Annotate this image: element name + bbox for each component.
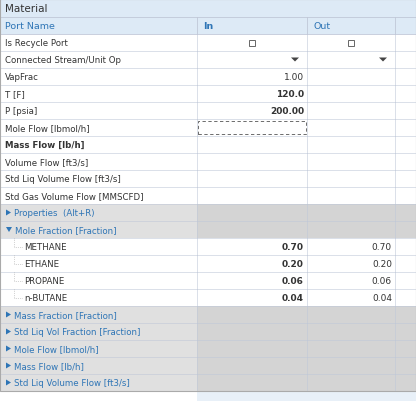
Bar — [197, 205, 416, 221]
Bar — [197, 272, 416, 289]
Bar — [197, 340, 416, 357]
Bar — [0, 239, 197, 255]
Text: 200.00: 200.00 — [270, 107, 304, 116]
Bar — [197, 154, 416, 170]
Polygon shape — [6, 329, 11, 335]
Text: Out: Out — [313, 22, 330, 31]
Text: In: In — [203, 22, 213, 31]
Polygon shape — [6, 312, 11, 318]
Polygon shape — [6, 380, 11, 385]
Bar — [0, 69, 197, 86]
Bar — [0, 205, 197, 221]
Polygon shape — [6, 346, 11, 352]
Text: 120.0: 120.0 — [276, 90, 304, 99]
Bar — [197, 137, 416, 154]
Bar — [197, 103, 416, 120]
Text: Port Name: Port Name — [5, 22, 55, 31]
Text: Is Recycle Port: Is Recycle Port — [5, 39, 68, 48]
Polygon shape — [6, 210, 11, 216]
Bar — [197, 35, 416, 52]
Bar — [0, 137, 197, 154]
Bar — [0, 272, 197, 289]
Bar — [197, 0, 416, 401]
Text: Std Gas Volume Flow [MMSCFD]: Std Gas Volume Flow [MMSCFD] — [5, 192, 144, 200]
Bar — [197, 239, 416, 255]
Text: Mole Flow [lbmol/h]: Mole Flow [lbmol/h] — [14, 344, 99, 353]
Bar — [0, 323, 197, 340]
Text: ETHANE: ETHANE — [24, 259, 59, 268]
Bar — [0, 103, 197, 120]
Bar — [197, 86, 416, 103]
Bar — [198, 122, 306, 135]
Text: T [F]: T [F] — [5, 90, 25, 99]
Text: PROPANE: PROPANE — [24, 276, 64, 285]
Bar — [197, 120, 416, 137]
Bar — [0, 306, 197, 323]
Bar — [0, 188, 197, 205]
Text: 0.04: 0.04 — [372, 293, 392, 302]
Text: 0.04: 0.04 — [282, 293, 304, 302]
Text: n-BUTANE: n-BUTANE — [24, 293, 67, 302]
Bar — [0, 340, 197, 357]
Bar — [0, 35, 197, 52]
Bar — [197, 306, 416, 323]
Bar — [0, 18, 416, 35]
Polygon shape — [379, 59, 387, 62]
Bar — [0, 255, 197, 272]
Text: Mass Flow [lb/h]: Mass Flow [lb/h] — [14, 361, 84, 370]
Bar — [0, 374, 197, 391]
Text: 1.00: 1.00 — [284, 73, 304, 82]
Text: Material: Material — [5, 4, 47, 14]
Text: Mass Flow [lb/h]: Mass Flow [lb/h] — [5, 141, 84, 150]
Text: 0.70: 0.70 — [372, 242, 392, 251]
Bar — [0, 221, 197, 239]
Bar — [0, 86, 197, 103]
Text: Std Liq Vol Fraction [Fraction]: Std Liq Vol Fraction [Fraction] — [14, 327, 140, 336]
Text: Mole Flow [lbmol/h]: Mole Flow [lbmol/h] — [5, 124, 89, 133]
Text: 0.06: 0.06 — [372, 276, 392, 285]
Text: 0.20: 0.20 — [282, 259, 304, 268]
Text: Volume Flow [ft3/s]: Volume Flow [ft3/s] — [5, 158, 88, 166]
Bar — [197, 255, 416, 272]
Bar — [197, 170, 416, 188]
Text: VapFrac: VapFrac — [5, 73, 39, 82]
Text: Std Liq Volume Flow [ft3/s]: Std Liq Volume Flow [ft3/s] — [14, 378, 130, 387]
Bar — [0, 170, 197, 188]
Bar — [348, 41, 354, 47]
Bar — [197, 357, 416, 374]
Bar — [197, 188, 416, 205]
Polygon shape — [291, 59, 299, 62]
Text: METHANE: METHANE — [24, 242, 67, 251]
Bar — [0, 154, 197, 170]
Bar — [0, 0, 416, 18]
Text: Properties  (Alt+R): Properties (Alt+R) — [14, 209, 94, 217]
Bar — [0, 120, 197, 137]
Bar — [197, 221, 416, 239]
Bar — [197, 289, 416, 306]
Bar — [197, 323, 416, 340]
Bar — [0, 357, 197, 374]
Text: Connected Stream/Unit Op: Connected Stream/Unit Op — [5, 56, 121, 65]
Bar — [197, 69, 416, 86]
Text: 0.06: 0.06 — [282, 276, 304, 285]
Text: Mass Fraction [Fraction]: Mass Fraction [Fraction] — [14, 310, 117, 319]
Bar — [0, 52, 197, 69]
Text: 0.20: 0.20 — [372, 259, 392, 268]
Bar — [249, 41, 255, 47]
Polygon shape — [6, 363, 11, 369]
Bar — [197, 52, 416, 69]
Bar — [197, 374, 416, 391]
Text: Std Liq Volume Flow [ft3/s]: Std Liq Volume Flow [ft3/s] — [5, 174, 121, 184]
Text: 0.70: 0.70 — [282, 242, 304, 251]
Bar — [0, 289, 197, 306]
Text: P [psia]: P [psia] — [5, 107, 37, 116]
Polygon shape — [6, 227, 12, 233]
Text: Mole Fraction [Fraction]: Mole Fraction [Fraction] — [15, 225, 116, 235]
